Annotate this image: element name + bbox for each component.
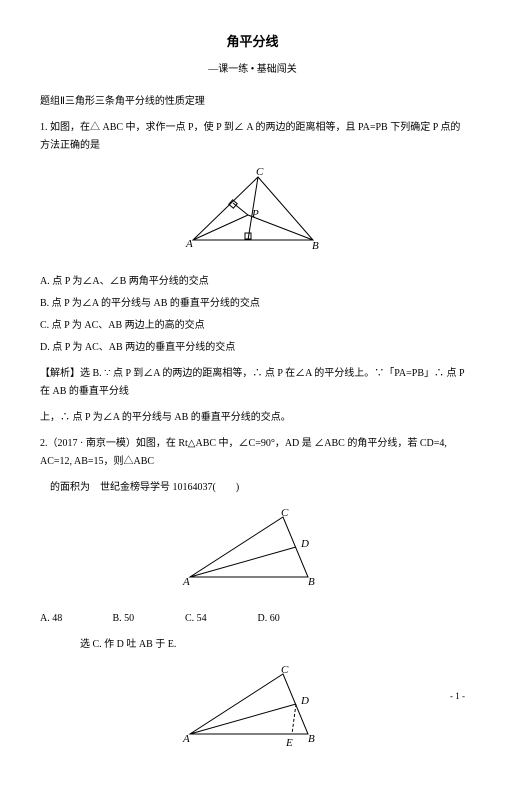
q1-option-a: A. 点 P 为∠A、∠B 两角平分线的交点 [40,273,465,291]
fig1-label-C: C [256,166,264,178]
q2-option-a: A. 48 [40,610,110,628]
doc-title: 角平分线 [40,30,465,53]
q2-solution: 选 C. 作 D 吐 AB 于 E. [40,636,465,654]
q2-stem-b: 的面积为 世纪金榜导学号 10164037( ) [40,479,465,497]
q2-option-b: B. 50 [113,610,183,628]
figure-1: A B C P [40,165,465,263]
fig2-label-D: D [300,538,309,550]
q2-option-c: C. 54 [185,610,255,628]
q1-option-c: C. 点 P 为 AC、AB 两边上的高的交点 [40,317,465,335]
q2-option-d: D. 60 [258,610,328,628]
fig3-label-C: C [281,664,289,676]
fig1-label-A: A [185,238,193,250]
fig3-label-B: B [308,733,315,745]
doc-subtitle: —课一练 • 基础闯关 [40,61,465,79]
fig2-label-A: A [182,576,190,588]
page-number: - 1 - [450,688,465,704]
q1-stem: 1. 如图，在△ ABC 中，求作一点 P，使 P 到∠ A 的两边的距离相等，… [40,119,465,155]
fig3-label-A: A [182,733,190,745]
fig1-label-P: P [251,208,259,220]
q1-analysis-1: 【解析】选 B. ∵ 点 P 到∠A 的两边的距离相等，∴ 点 P 在∠A 的平… [40,365,465,401]
fig2-label-B: B [308,576,315,588]
topic-heading: 题组Ⅱ三角形三条角平分线的性质定理 [40,93,465,111]
fig1-label-B: B [312,240,319,252]
figure-3: A B C D E [40,664,465,762]
q1-option-d: D. 点 P 为 AC、AB 两边的垂直平分线的交点 [40,339,465,357]
fig2-label-C: C [281,507,289,519]
figure-2: A B C D [40,507,465,600]
q2-stem-a: 2.（2017 · 南京一模）如图，在 Rt△ABC 中，∠C=90°，AD 是… [40,435,465,471]
fig3-label-D: D [300,695,309,707]
fig3-label-E: E [285,737,293,749]
q2-options-row: A. 48 B. 50 C. 54 D. 60 [40,610,465,628]
q1-analysis-2: 上，∴ 点 P 为∠A 的平分线与 AB 的垂直平分线的交点。 [40,409,465,427]
q1-option-b: B. 点 P 为∠A 的平分线与 AB 的垂直平分线的交点 [40,295,465,313]
